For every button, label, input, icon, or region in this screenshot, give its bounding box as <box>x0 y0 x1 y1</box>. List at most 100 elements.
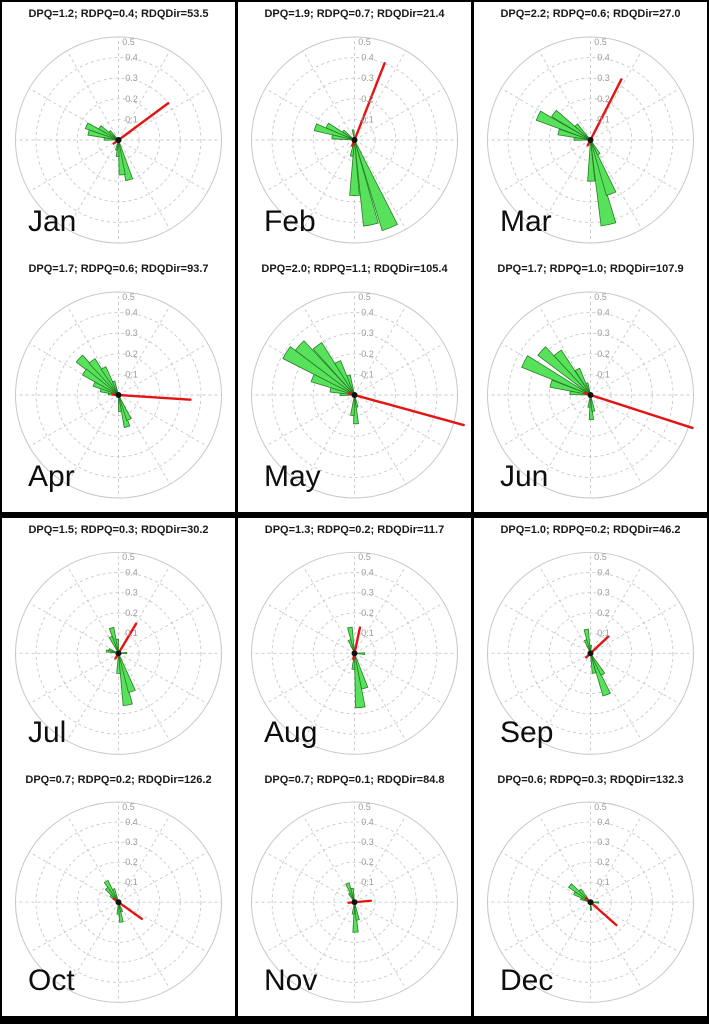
rose-petal <box>116 902 120 915</box>
radial-tick-label: 0.5 <box>358 802 371 812</box>
radial-tick-label: 0.5 <box>358 552 371 562</box>
rose-petal <box>590 653 606 676</box>
rose-petal <box>118 653 136 693</box>
polar-plot-apr: 0.1 0.2 0.3 0.4 0.5 DPQ=1.7; RDPQ=0.6; RDQDir… <box>2 257 235 512</box>
rose-petal <box>354 902 360 921</box>
polar-grid <box>15 551 222 755</box>
rose-petal <box>118 394 122 412</box>
direction-line <box>583 391 694 430</box>
radial-tick-label: 0.1 <box>597 369 610 379</box>
month-label: Aug <box>264 716 318 749</box>
radial-tick-label: 0.5 <box>594 37 607 47</box>
rose-petal <box>574 123 591 141</box>
rose-petal <box>590 394 596 412</box>
plot-title: DPQ=2.2; RDPQ=0.6; RDQDir=27.0 <box>500 8 681 20</box>
month-label: Dec <box>500 964 554 997</box>
rose-petal <box>331 134 355 141</box>
radial-tick-label: 0.4 <box>597 817 610 827</box>
center-dot <box>115 137 122 143</box>
polar-plot-nov: 0.1 0.2 0.3 0.4 0.5 DPQ=0.7; RDPQ=0.1; RDQDir… <box>238 768 471 1016</box>
rose-chart: 0.1 0.2 0.3 0.4 0.5 <box>15 36 222 244</box>
radial-tick-label: 0.3 <box>597 328 610 338</box>
radial-tick-label: 0.2 <box>597 349 610 359</box>
rose-petal <box>350 887 355 903</box>
radial-tick-label: 0.4 <box>125 53 138 63</box>
rose-petals <box>75 354 132 428</box>
rose-petal <box>351 902 355 915</box>
radial-tick-label: 0.3 <box>597 73 610 83</box>
rose-petal <box>349 139 360 197</box>
radial-tick-label: 0.1 <box>361 369 374 379</box>
radial-tick-label: 0.3 <box>125 328 138 338</box>
month-label: Jul <box>28 716 67 749</box>
radial-tick-label: 0.1 <box>361 114 374 124</box>
polar-grid <box>251 291 458 499</box>
rose-petal <box>81 368 119 396</box>
radial-tick-label: 0.5 <box>122 552 135 562</box>
polar-plot-feb: 0.1 0.2 0.3 0.4 0.5 DPQ=1.9; RDPQ=0.7; RDQDir… <box>238 2 471 257</box>
radial-tick-label: 0.3 <box>597 588 610 598</box>
radial-tick-label: 0.4 <box>361 817 374 827</box>
direction-line <box>347 392 465 427</box>
rose-chart: 0.1 0.2 0.3 0.4 0.5 <box>15 551 222 755</box>
plot-title: DPQ=0.7; RDPQ=0.2; RDQDir=126.2 <box>25 774 212 786</box>
radial-tick-label: 0.4 <box>361 568 374 578</box>
plot-title: DPQ=1.2; RDPQ=0.4; RDQDir=53.5 <box>28 8 209 20</box>
rose-petal <box>108 635 119 654</box>
plot-title: DPQ=1.5; RDPQ=0.3; RDQDir=30.2 <box>28 524 209 536</box>
polar-grid <box>251 36 458 244</box>
radial-tick-label: 0.1 <box>125 877 138 887</box>
center-dot <box>115 392 122 398</box>
plot-title: DPQ=0.6; RDPQ=0.3; RDQDir=132.3 <box>497 774 684 786</box>
center-dot <box>587 650 594 657</box>
polar-grid <box>15 36 222 244</box>
center-dot <box>351 899 358 906</box>
rose-grid-row-2: 0.1 0.2 0.3 0.4 0.5 DPQ=1.7; RDPQ=0.6; RDQDir… <box>2 257 707 512</box>
rose-petal <box>312 342 355 396</box>
center-dot <box>587 899 594 906</box>
rose-petal <box>100 366 119 396</box>
month-label: Jan <box>28 205 77 238</box>
radial-tick-label: 0.4 <box>597 53 610 63</box>
rose-petal <box>590 653 597 674</box>
rose-chart: 0.1 0.2 0.3 0.4 0.5 <box>487 551 694 755</box>
center-dot <box>115 650 122 657</box>
radial-tick-label: 0.3 <box>125 837 138 847</box>
radial-tick-label: 0.5 <box>594 292 607 302</box>
month-label: Sep <box>500 716 554 749</box>
rose-petal <box>549 379 591 396</box>
center-dot <box>587 392 594 398</box>
radial-tick-label: 0.5 <box>122 292 135 302</box>
radial-tick-label: 0.4 <box>361 308 374 318</box>
radial-tick-label: 0.1 <box>361 877 374 887</box>
rose-petal <box>294 340 355 396</box>
polar-grid <box>487 801 694 1003</box>
direction-line <box>112 102 170 145</box>
plot-title: DPQ=1.9; RDPQ=0.7; RDQDir=21.4 <box>264 8 445 20</box>
rose-petal <box>590 139 601 156</box>
rose-petal <box>347 639 355 654</box>
rose-chart: 0.1 0.2 0.3 0.4 0.5 <box>15 801 222 1003</box>
radial-tick-label: 0.1 <box>597 877 610 887</box>
rose-chart: 0.1 0.2 0.3 0.4 0.5 <box>251 36 458 244</box>
rose-petal <box>354 139 399 232</box>
rose-grid-row-4: 0.1 0.2 0.3 0.4 0.5 DPQ=0.7; RDPQ=0.2; RDQDir… <box>2 768 707 1016</box>
rose-grid-row-1: 0.1 0.2 0.3 0.4 0.5 DPQ=1.2; RDPQ=0.4; RDQDir… <box>2 2 707 257</box>
polar-plot-sep: 0.1 0.2 0.3 0.4 0.5 DPQ=1.0; RDPQ=0.2; RDQDir… <box>474 518 707 768</box>
radial-tick-label: 0.2 <box>125 349 138 359</box>
polar-plot-jan: 0.1 0.2 0.3 0.4 0.5 DPQ=1.2; RDPQ=0.4; RDQDir… <box>2 2 235 257</box>
rose-petal <box>557 128 591 141</box>
rose-petals <box>84 122 134 182</box>
rose-petals <box>105 626 136 707</box>
rose-petal <box>118 394 132 421</box>
polar-plot-dec: 0.1 0.2 0.3 0.4 0.5 DPQ=0.6; RDPQ=0.3; RDQDir… <box>474 768 707 1016</box>
rose-petal <box>92 381 119 396</box>
rose-petal <box>573 136 591 141</box>
center-dot <box>115 899 122 906</box>
rose-petal <box>87 129 119 141</box>
plot-title: DPQ=2.0; RDPQ=1.1; RDQDir=105.4 <box>261 263 448 275</box>
radial-tick-label: 0.3 <box>361 328 374 338</box>
month-label: Nov <box>264 964 318 997</box>
rose-chart: 0.1 0.2 0.3 0.4 0.5 <box>487 291 694 499</box>
radial-tick-label: 0.3 <box>361 588 374 598</box>
